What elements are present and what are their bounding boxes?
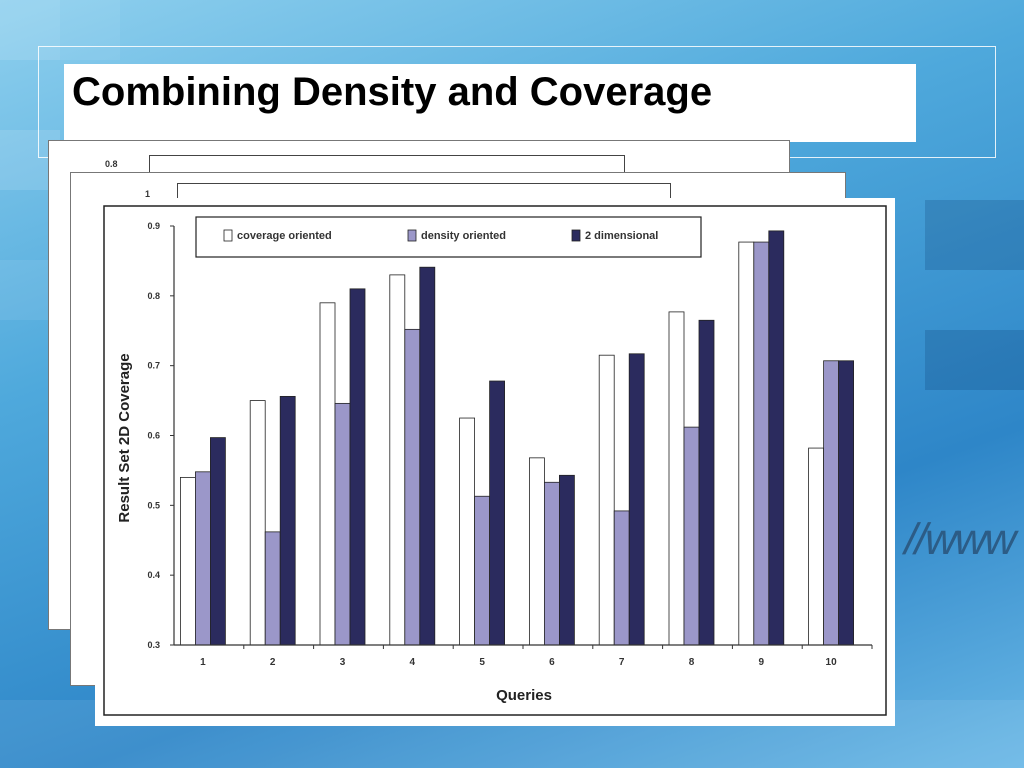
bar [404,328,421,646]
bar [180,476,196,646]
y-tick-label: 0.4 [147,570,160,580]
bar [474,495,491,646]
background-tile [925,200,1024,270]
bar [668,311,685,646]
bar [419,266,436,646]
y-tick-label: 0.6 [147,431,160,441]
bar [598,354,615,646]
bar [823,360,839,646]
bar [613,510,630,646]
chart-legend: coverage oriented density oriented 2 dimen… [195,216,702,258]
slide-title: Combining Density and Coverage [72,70,713,114]
x-tick-label: 2 [270,657,276,668]
y-tick-label: 0.8 [147,291,160,301]
y-tick-label: 0.5 [147,500,160,510]
bar [249,400,266,646]
background-tile [60,0,120,60]
x-tick-label: 9 [759,657,765,668]
bar [698,319,715,646]
legend-swatch [407,229,417,242]
bar [528,457,545,646]
legend-box [195,216,702,258]
legend-label: coverage oriented [237,230,332,242]
bar [210,437,226,646]
bar [389,274,406,646]
x-tick-label: 5 [479,657,485,668]
x-tick-label: 3 [340,657,346,668]
y-tick-label: 0.3 [147,640,160,650]
bar [279,395,296,646]
background-tile [0,0,60,60]
bar [349,288,366,646]
www-decoration: //www [899,515,1021,564]
legend-label: 2 dimensional [585,230,658,242]
x-tick-label: 7 [619,657,625,668]
back-chart-1-legend [149,155,625,173]
legend-swatch [571,229,581,242]
bar [489,380,506,646]
y-tick-label: 0.7 [147,361,160,371]
x-tick-label: 10 [826,657,838,668]
x-axis-label: Queries [496,687,552,704]
x-tick-label: 1 [200,657,206,668]
bar [558,474,575,646]
bar [683,426,700,646]
bar [195,471,211,646]
main-chart-paper: 0.3 0.4 0.5 0.6 0.7 0.8 0.9 1 2 3 4 5 6 7 8 9 10 coverag… [95,198,895,726]
bar [808,447,824,646]
bar [768,230,785,646]
bar [738,241,755,646]
bar-chart: 0.3 0.4 0.5 0.6 0.7 0.8 0.9 1 2 3 4 5 6 7 8 9 10 coverag… [103,205,887,716]
x-tick-label: 4 [410,657,416,668]
y-axis-label: Result Set 2D Coverage [116,353,133,522]
bar [459,417,476,646]
bar [628,353,645,646]
bar [753,241,770,646]
legend-swatch [223,229,233,242]
legend-label: density oriented [421,230,506,242]
bar [838,360,854,646]
background-tile [925,330,1024,390]
y-tick-label: 0.9 [147,221,160,231]
x-tick-label: 6 [549,657,555,668]
bar [319,302,336,646]
bar [543,481,560,646]
x-tick-label: 8 [689,657,695,668]
bar [334,402,351,646]
title-panel [64,64,916,142]
bar [264,531,281,646]
back-chart-1-ytick: 0.8 [105,159,118,169]
back-chart-2-ytick: 1 [145,189,151,199]
